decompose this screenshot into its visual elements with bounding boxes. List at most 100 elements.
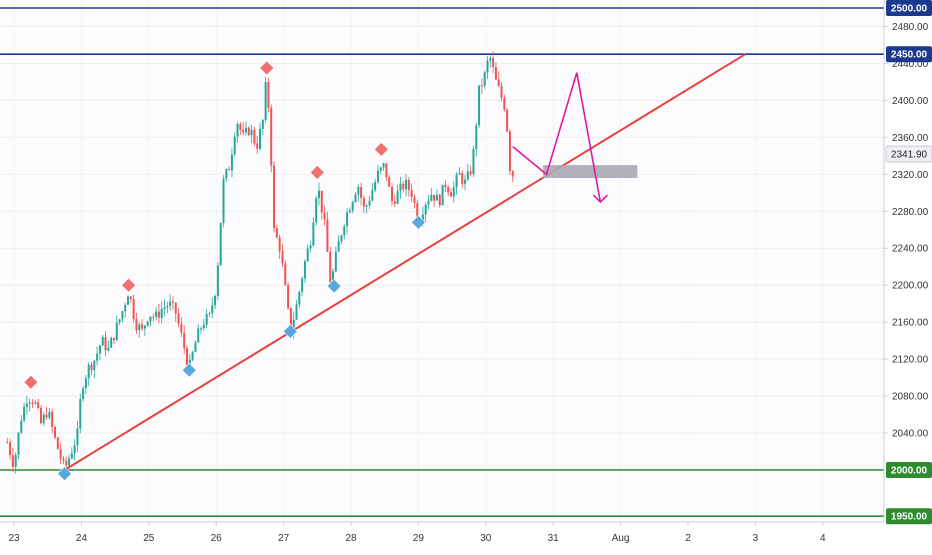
low-pivot-marker: [181, 362, 197, 378]
high-pivot-marker: [309, 165, 325, 180]
candle-body: [34, 402, 37, 404]
candle-body: [87, 364, 90, 379]
candle-body: [441, 184, 444, 206]
candle-body: [371, 190, 374, 201]
candle-body: [264, 82, 267, 121]
candle-body: [503, 97, 506, 110]
time-tick-label: 28: [345, 533, 357, 544]
projection: [512, 72, 608, 204]
candle-body: [317, 190, 320, 199]
time-tick-label: 3: [753, 533, 759, 544]
candle-body: [166, 305, 169, 308]
candle-body: [62, 458, 65, 461]
price-tick-label: 2040.00: [892, 429, 929, 440]
candle-body: [101, 337, 104, 346]
candle-body: [250, 129, 253, 136]
candle-body: [273, 165, 276, 229]
candle-body: [326, 219, 329, 252]
candle-body: [337, 241, 340, 252]
candle-body: [402, 183, 405, 190]
candle-body: [79, 399, 82, 429]
price-tick-label: 2080.00: [892, 392, 929, 403]
candle-body: [292, 319, 295, 333]
candle-body: [23, 406, 26, 421]
candle-body: [244, 127, 247, 133]
candle-body: [25, 403, 28, 407]
candle-body: [388, 177, 391, 187]
candle-body: [480, 85, 483, 87]
candle-body: [48, 411, 51, 418]
candle-body: [399, 183, 402, 191]
candle-body: [236, 123, 239, 137]
candle-body: [127, 296, 130, 305]
candle-body: [287, 285, 290, 308]
candle-body: [202, 324, 205, 329]
candle-body: [360, 187, 363, 198]
candle-body: [348, 210, 351, 213]
level-label: 2500.00: [891, 4, 928, 15]
candle-body: [247, 127, 250, 136]
candle-body: [475, 125, 478, 149]
candle-body: [256, 143, 259, 149]
candle-body: [180, 323, 183, 333]
candle-body: [424, 204, 427, 215]
level-label-box: [886, 508, 932, 525]
candle-body: [486, 60, 489, 73]
candle-body: [129, 296, 132, 299]
candle-body: [449, 192, 452, 197]
candle-body: [289, 307, 292, 333]
target-zone-box: [543, 165, 638, 179]
candle-body: [82, 388, 85, 400]
candle-body: [323, 212, 326, 220]
candle-body: [253, 129, 256, 144]
candle-body: [17, 432, 20, 455]
candle-body: [118, 319, 121, 323]
high-pivot-marker: [259, 60, 275, 76]
grid: [0, 25, 884, 434]
candle-body: [444, 184, 447, 188]
candle-body: [90, 364, 93, 371]
candle-body: [219, 222, 222, 266]
candle-body: [194, 342, 197, 353]
candle-body: [143, 325, 146, 329]
candle-body: [306, 248, 309, 262]
candle-body: [458, 172, 461, 175]
candle-body: [239, 123, 242, 130]
time-tick-label: 25: [143, 533, 155, 544]
high-pivot-marker: [373, 141, 389, 157]
candle-body: [124, 304, 127, 312]
candle-body: [275, 228, 278, 238]
candle-body: [508, 131, 511, 171]
candle-body: [84, 378, 87, 389]
candle-body: [20, 420, 23, 433]
candle-body: [141, 324, 144, 329]
candle-body: [329, 251, 332, 283]
candle-body: [315, 198, 318, 223]
candle-body: [433, 194, 436, 201]
candle-body: [185, 348, 188, 365]
time-tick-label: 2: [685, 533, 691, 544]
candle-body: [354, 194, 357, 203]
candle-body: [303, 261, 306, 279]
candle-body: [435, 194, 438, 201]
candle-body: [351, 202, 354, 211]
candle-body: [230, 154, 233, 171]
candle-body: [391, 186, 394, 202]
last-price-label: 2341.90: [891, 150, 928, 161]
candle-body: [96, 353, 99, 361]
candle-body: [54, 427, 57, 438]
price-axis[interactable]: 2040.00 2080.00 2120.00 2160.00 2200.00 2240.…: [884, 22, 929, 440]
candle-body: [461, 172, 464, 184]
price-tick-label: 2200.00: [892, 281, 929, 292]
trendline: [64, 53, 746, 471]
candle-body: [98, 345, 101, 354]
candle-body: [410, 190, 413, 198]
candle-body: [107, 347, 110, 351]
candle-body: [225, 169, 228, 179]
price-tick-label: 2240.00: [892, 244, 929, 255]
time-axis[interactable]: 23 24 25 26 27 28 29 30 31 Aug 2 3 4: [8, 522, 826, 544]
candle-body: [346, 212, 349, 227]
candle-body: [478, 85, 481, 126]
candle-body: [191, 352, 194, 360]
